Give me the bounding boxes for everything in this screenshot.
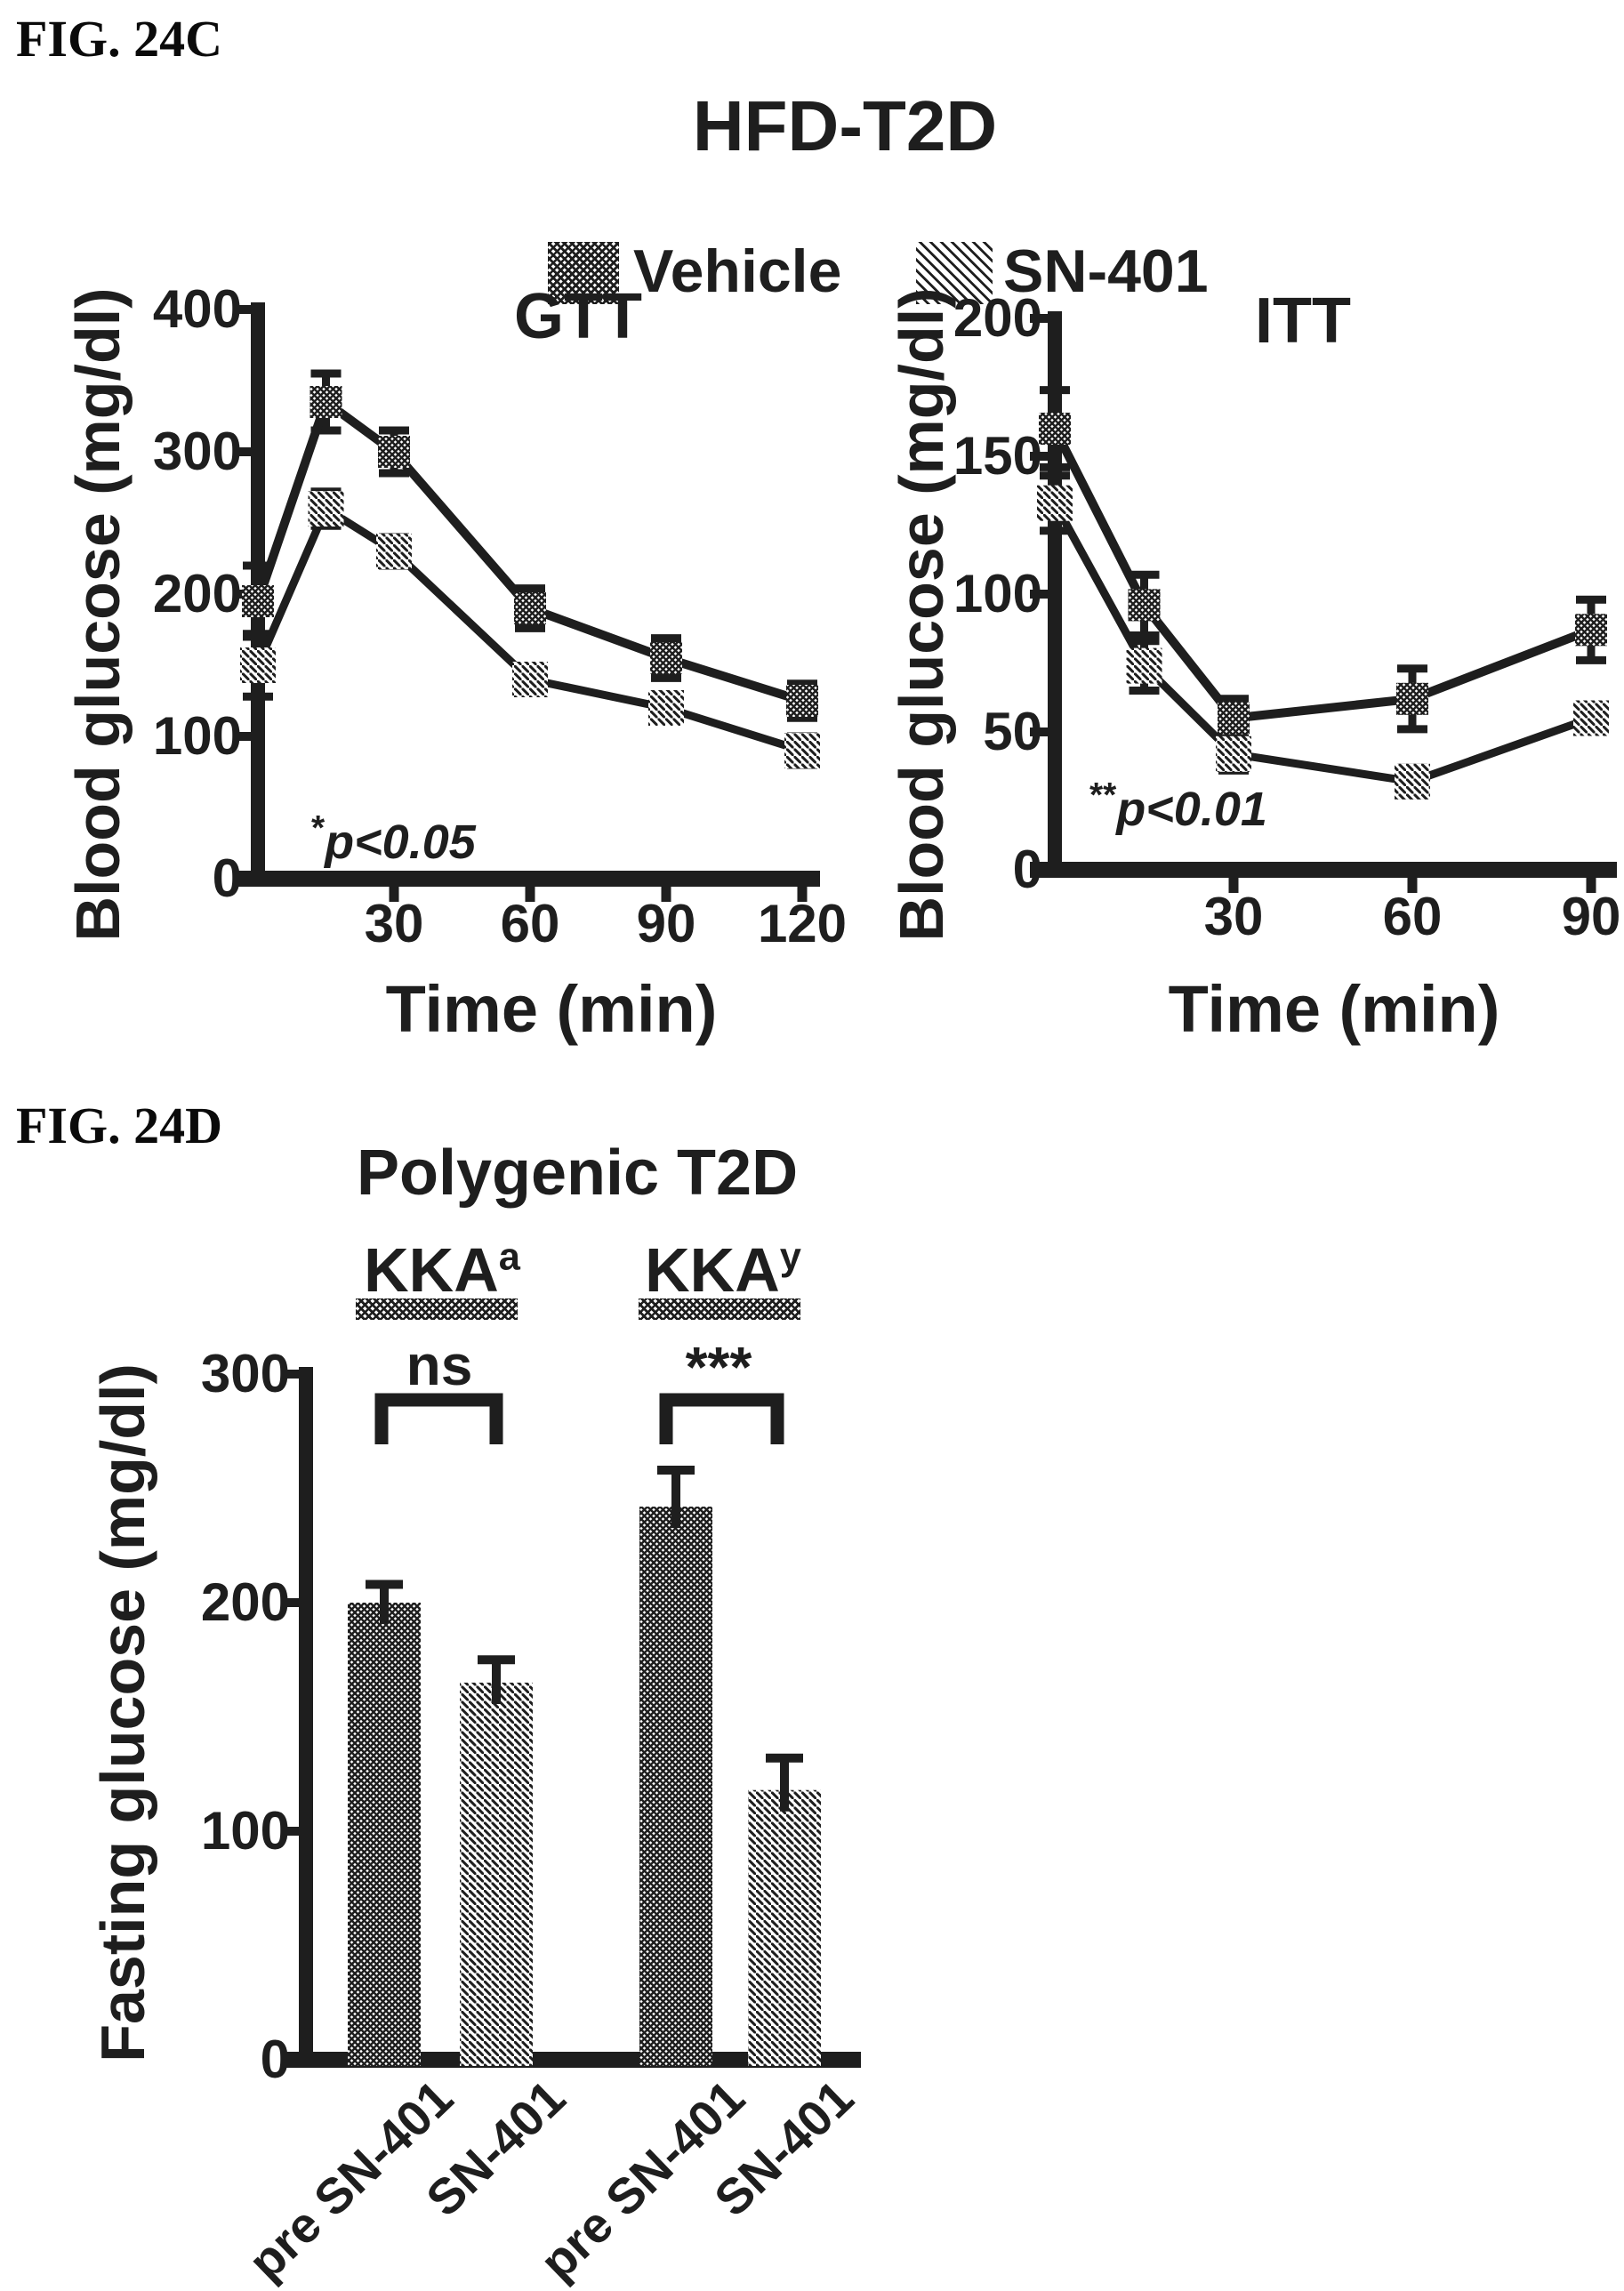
itt-chart-title: ITT	[1255, 285, 1351, 357]
itt-vehicle-marker	[1396, 682, 1428, 715]
gtt-ytick-100: 100	[152, 706, 242, 766]
gtt-sn401-marker	[308, 491, 344, 527]
itt-ytick-0: 0	[1012, 840, 1042, 899]
gtt-vehicle-marker	[786, 685, 818, 717]
sig-label-ns: ns	[406, 1333, 473, 1397]
itt-x-axis-label: Time (min)	[1168, 972, 1500, 1046]
bar-chart-title: Polygenic T2D	[356, 1137, 799, 1209]
itt-xtick-30: 30	[1203, 887, 1264, 946]
itt-sn401-marker	[1395, 763, 1430, 800]
gtt-ytick-200: 200	[152, 564, 242, 623]
itt-vehicle-marker	[1575, 614, 1607, 647]
gtt-xtick-30: 30	[364, 894, 424, 953]
gtt-sn401-marker	[512, 662, 548, 697]
itt-vehicle-marker	[1128, 589, 1161, 622]
figure-24c-title: HFD-T2D	[692, 86, 998, 165]
itt-xtick-90: 90	[1561, 887, 1621, 946]
itt-ytick-50: 50	[983, 702, 1042, 761]
legend-sn401-label: SN-401	[1003, 237, 1209, 305]
legend-vehicle-label: Vehicle	[633, 237, 842, 305]
itt-vehicle-marker	[1039, 413, 1071, 445]
gtt-vehicle-marker	[310, 386, 342, 418]
itt-annotation-stars: **	[1089, 776, 1117, 815]
gtt-sn401-line	[253, 504, 804, 755]
itt-ytick-100: 100	[953, 564, 1042, 623]
group-underline-kkay	[639, 1298, 800, 1320]
significance-bracket	[659, 1393, 784, 1444]
gtt-annotation-text: p<0.05	[325, 816, 476, 869]
bar	[348, 1603, 421, 2066]
bar-ytick-200: 200	[200, 1572, 290, 1632]
itt-xtick-60: 60	[1382, 887, 1443, 946]
bar	[639, 1507, 712, 2066]
gtt-ytick-300: 300	[152, 422, 242, 481]
bar-y-axis-label: Fasting glucose (mg/dl)	[88, 1363, 157, 2062]
itt-sn401-line	[1051, 501, 1593, 786]
itt-significance-annotation: **p<0.01	[1089, 776, 1267, 837]
gtt-ytick-400: 400	[152, 279, 242, 339]
itt-vehicle-marker	[1218, 702, 1250, 735]
itt-ytick-200: 200	[953, 288, 1042, 348]
gtt-sn401-marker	[240, 647, 276, 683]
itt-sn401-marker	[1573, 700, 1609, 736]
gtt-vehicle-marker	[378, 436, 410, 468]
bar	[460, 1682, 533, 2066]
bar-ytick-0: 0	[260, 2030, 290, 2089]
gtt-sn401-marker	[784, 733, 820, 768]
gtt-sn401-marker	[376, 534, 412, 569]
sig-label-stars: ***	[685, 1335, 752, 1399]
gtt-sn401-marker	[648, 690, 684, 726]
bar-ytick-100: 100	[200, 1801, 290, 1861]
itt-annotation-text: p<0.01	[1116, 783, 1267, 836]
legend-sn401-swatch-icon	[916, 242, 993, 304]
gtt-chart-title: GTT	[514, 281, 642, 352]
gtt-xtick-120: 120	[757, 894, 848, 953]
bar	[748, 1789, 821, 2066]
gtt-vehicle-line	[253, 398, 804, 705]
gtt-xtick-90: 90	[636, 894, 696, 953]
gtt-x-axis-label: Time (min)	[385, 972, 718, 1046]
figure-24d-label: FIG. 24D	[16, 1097, 222, 1154]
gtt-xtick-60: 60	[500, 894, 560, 953]
figure-graphics	[233, 302, 1617, 2068]
figure-24c-label: FIG. 24C	[16, 10, 222, 68]
gtt-annotation-stars: *	[311, 809, 326, 848]
gtt-vehicle-marker	[242, 585, 274, 617]
itt-sn401-marker	[1037, 485, 1073, 521]
itt-sn401-marker	[1126, 647, 1162, 684]
itt-sn401-marker	[1216, 736, 1251, 772]
gtt-vehicle-marker	[650, 642, 682, 674]
gtt-vehicle-marker	[514, 592, 546, 624]
gtt-ytick-0: 0	[212, 848, 242, 908]
group-label-kkaa: KKAa	[364, 1235, 520, 1305]
bar-ytick-300: 300	[200, 1344, 290, 1403]
legend-vehicle-swatch-icon	[548, 242, 619, 304]
gtt-significance-annotation: *p<0.05	[311, 809, 476, 870]
group-underline-kkaa	[356, 1298, 518, 1320]
itt-ytick-150: 150	[953, 426, 1042, 486]
group-label-kkay: KKAy	[645, 1235, 801, 1305]
significance-bracket	[374, 1393, 503, 1444]
